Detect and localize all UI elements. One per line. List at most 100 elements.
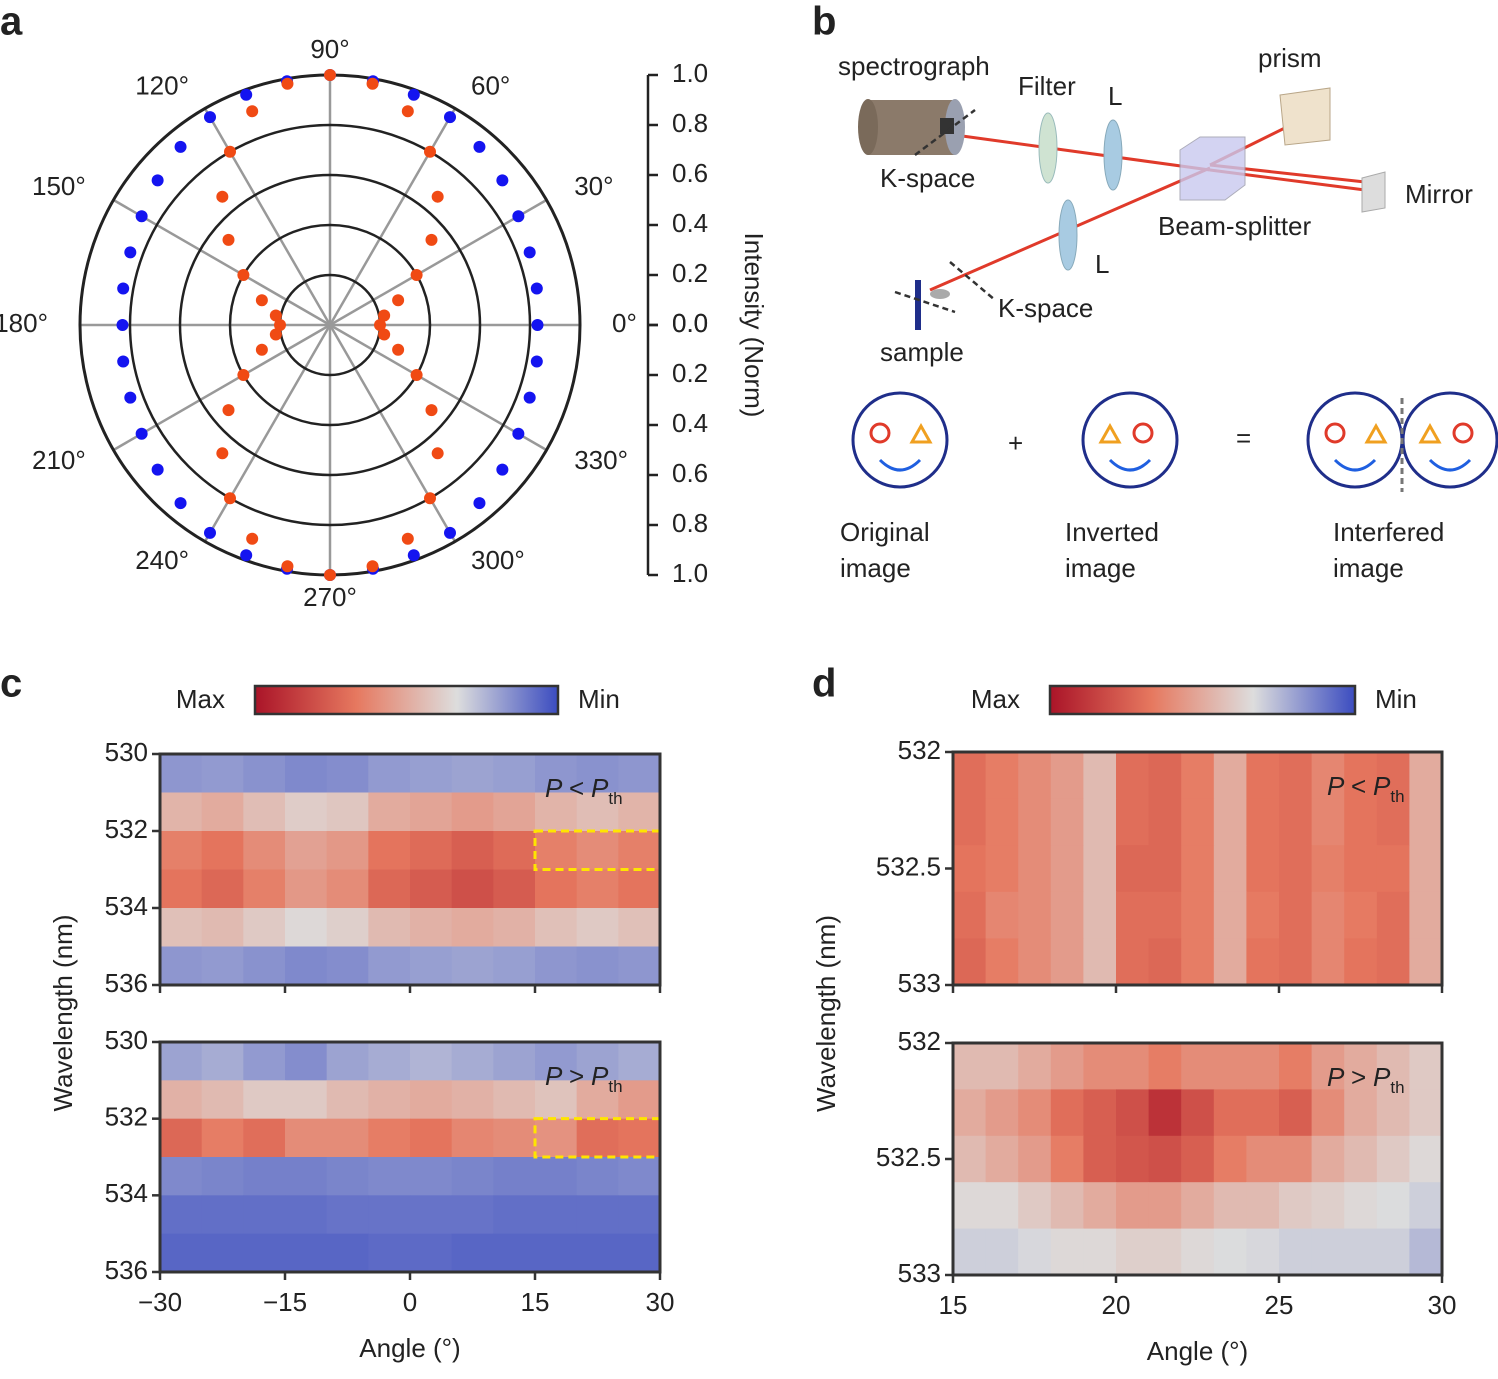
heat-cell xyxy=(1181,1089,1215,1137)
annotation: P < Pth xyxy=(545,773,623,809)
point xyxy=(135,427,148,440)
point xyxy=(512,210,525,223)
heat-cell xyxy=(285,792,328,832)
heat-cell xyxy=(618,1080,661,1120)
heat-cell xyxy=(1018,1043,1052,1090)
heat-cell xyxy=(201,1042,244,1081)
panel-label: c xyxy=(0,662,22,706)
label: image xyxy=(1065,553,1136,583)
heat-cell xyxy=(576,1042,619,1081)
heat-cell xyxy=(985,1182,1019,1230)
annotation-main: P < P xyxy=(1327,771,1391,801)
heat-cell xyxy=(535,1118,578,1158)
heat-cell xyxy=(1279,938,1313,986)
heat-cell xyxy=(1083,845,1117,893)
point xyxy=(378,328,391,341)
spoke xyxy=(329,198,548,327)
angle-label: 270° xyxy=(303,582,357,612)
colorbar-min: Min xyxy=(1375,684,1417,714)
heat-cell xyxy=(1181,1182,1215,1230)
label: image xyxy=(840,553,911,583)
heat-cell xyxy=(576,1080,619,1120)
heat-cell xyxy=(1083,1182,1117,1230)
heat-cell xyxy=(1246,1135,1280,1183)
heat-cell xyxy=(201,792,244,832)
heat-cell xyxy=(1083,938,1117,986)
heat-cell xyxy=(368,869,411,909)
heat-cell xyxy=(1246,938,1280,986)
point xyxy=(444,526,456,539)
heat-cell xyxy=(326,1118,369,1158)
heat-cell xyxy=(285,946,328,986)
heat-cell xyxy=(985,891,1019,939)
point xyxy=(222,233,235,246)
heat-cell xyxy=(1213,1228,1247,1276)
heat-cell xyxy=(1050,1043,1084,1090)
point xyxy=(174,140,187,153)
heat-cell xyxy=(1344,1182,1378,1230)
point xyxy=(392,294,405,307)
spoke xyxy=(329,323,548,452)
y-axis-label: Wavelength (nm) xyxy=(811,915,841,1112)
heat-cell xyxy=(410,946,453,986)
heat-cell xyxy=(1409,845,1443,893)
heat-cell xyxy=(1083,1089,1117,1137)
point xyxy=(425,233,438,246)
heat-cell xyxy=(368,908,411,947)
heat-cell xyxy=(326,792,369,832)
heat-cell xyxy=(1148,1135,1182,1183)
spoke xyxy=(328,107,457,326)
heat-cell xyxy=(1018,1135,1052,1183)
heat-cell xyxy=(1018,1089,1052,1137)
y-tick-label: 536 xyxy=(105,1255,148,1285)
label: L xyxy=(1095,249,1109,279)
heat-cell xyxy=(368,1157,411,1196)
heat-cell xyxy=(576,1233,619,1273)
heat-cell xyxy=(1279,798,1313,846)
label: K-space xyxy=(880,163,975,193)
heat-cell xyxy=(243,831,286,870)
heat-cell xyxy=(1213,1089,1247,1137)
label: Beam-splitter xyxy=(1158,211,1311,241)
y-tick-label: 532.5 xyxy=(876,1142,941,1172)
r-tick-label: 0.2 xyxy=(672,358,708,388)
x-tick-label: 30 xyxy=(1428,1290,1457,1320)
heat-cell xyxy=(953,1089,987,1137)
point xyxy=(531,319,544,331)
y-tick-label: 533 xyxy=(898,1258,941,1288)
heat-cell xyxy=(243,754,286,793)
spoke xyxy=(112,323,331,452)
heat-cell xyxy=(1050,1135,1084,1183)
point xyxy=(255,343,268,356)
heat-cell xyxy=(1279,891,1313,939)
heat-cell xyxy=(285,1233,328,1273)
point xyxy=(281,77,294,90)
heat-cell xyxy=(953,1135,987,1183)
annotation-sub: th xyxy=(608,1077,622,1096)
heat-cell xyxy=(618,1157,661,1196)
heat-cell xyxy=(493,1118,536,1158)
point xyxy=(496,174,509,187)
heat-cell xyxy=(493,1042,536,1081)
heat-cell xyxy=(1181,891,1215,939)
panel-label: d xyxy=(812,662,836,706)
heat-cell xyxy=(1246,891,1280,939)
heat-cell xyxy=(368,1118,411,1158)
point xyxy=(151,174,164,187)
heat-cell xyxy=(1083,752,1117,800)
x-tick-label: 30 xyxy=(646,1287,675,1317)
heat-cell xyxy=(1181,1228,1215,1276)
heat-cell xyxy=(1116,1135,1150,1183)
point xyxy=(424,145,436,158)
point xyxy=(255,294,268,307)
point xyxy=(401,532,414,545)
point xyxy=(401,105,414,118)
point xyxy=(496,463,509,476)
heat-cell xyxy=(201,869,244,909)
heat-cell xyxy=(1213,752,1247,800)
label: = xyxy=(1236,423,1251,453)
point xyxy=(407,88,420,101)
heat-cell xyxy=(1279,1089,1313,1137)
ring xyxy=(228,223,432,427)
heat-cell xyxy=(1018,752,1052,800)
